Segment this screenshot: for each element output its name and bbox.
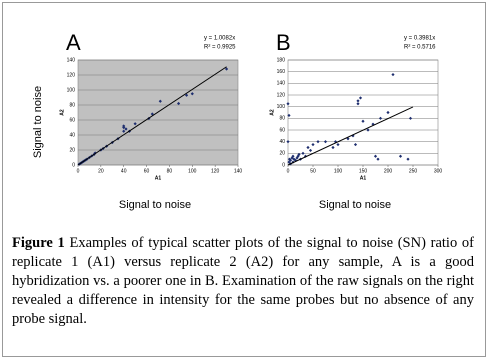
point — [356, 99, 360, 103]
caption-text: Examples of typical scatter plots of the… — [12, 235, 474, 327]
point — [287, 160, 291, 164]
x-tick-label: 0 — [77, 168, 80, 174]
x-tick-label: 60 — [144, 168, 150, 174]
y-axis-label: A2 — [59, 109, 65, 116]
y-tick-label: 40 — [69, 132, 75, 138]
y-tick-label: 0 — [72, 162, 75, 168]
y-tick-label: 100 — [67, 87, 76, 93]
point — [356, 102, 360, 106]
point — [301, 151, 305, 155]
x-axis-title: Signal to noise — [119, 199, 191, 211]
point — [122, 129, 126, 133]
point — [323, 140, 328, 144]
y-tick-label: 40 — [279, 139, 285, 145]
trend-equation: y = 1.0082x — [204, 36, 235, 42]
y-tick-label: 80 — [69, 102, 75, 108]
point — [398, 154, 403, 158]
y-axis-label: A2 — [269, 109, 275, 116]
x-tick-label: 200 — [384, 168, 393, 174]
point — [336, 142, 340, 147]
y-tick-label: 180 — [277, 57, 286, 63]
y-tick-label: 0 — [282, 162, 285, 168]
point — [291, 154, 295, 158]
trend-equation: y = 0.3981x — [404, 36, 435, 42]
point — [308, 148, 313, 153]
x-tick-label: 250 — [409, 168, 418, 174]
y-tick-label: 60 — [69, 117, 75, 123]
y-tick-label: 120 — [67, 72, 76, 78]
figure: Signal to noise Signal to noise Signal t… — [32, 30, 443, 211]
point — [133, 122, 137, 126]
point — [184, 93, 189, 97]
y-tick-label: 20 — [69, 147, 75, 153]
point — [224, 67, 229, 71]
y-tick-label: 160 — [277, 69, 286, 75]
caption: Figure 1 Examples of typical scatter plo… — [12, 234, 474, 329]
point — [122, 124, 126, 128]
y-tick-label: 80 — [279, 116, 285, 122]
trendline — [287, 106, 414, 166]
point — [408, 116, 413, 120]
point — [176, 101, 181, 106]
x-tick-label: 40 — [121, 168, 127, 174]
x-tick-label: 80 — [167, 168, 173, 174]
x-tick-label: 0 — [287, 168, 290, 174]
point — [316, 140, 320, 144]
point — [353, 142, 358, 147]
x-tick-label: 100 — [334, 168, 343, 174]
x-tick-label: 50 — [310, 168, 316, 174]
point — [391, 72, 395, 77]
point — [386, 110, 390, 115]
point — [158, 99, 162, 103]
point — [287, 113, 291, 118]
point — [286, 102, 290, 106]
y-tick-label: 60 — [279, 127, 285, 133]
x-tick-label: 120 — [211, 168, 220, 174]
x-tick-label: 140 — [234, 168, 243, 174]
point — [150, 112, 154, 116]
panel-label: A — [66, 30, 81, 55]
y-tick-label: 100 — [277, 104, 286, 110]
y-tick-label: 120 — [277, 92, 286, 98]
x-tick-label: 100 — [188, 168, 197, 174]
plot-area — [287, 59, 439, 166]
x-axis-label: A1 — [155, 175, 162, 181]
y-tick-label: 20 — [279, 151, 285, 157]
caption-label: Figure 1 — [12, 235, 65, 251]
point — [361, 119, 365, 123]
x-tick-label: 20 — [98, 168, 104, 174]
point — [331, 145, 335, 150]
trend-equation: R² = 0.9925 — [204, 45, 236, 51]
point — [124, 127, 128, 131]
point — [311, 142, 315, 147]
x-axis-label: A1 — [360, 175, 367, 181]
x-tick-label: 300 — [434, 168, 443, 174]
panel-label: B — [276, 30, 291, 55]
point — [297, 152, 301, 157]
y-tick-label: 140 — [67, 57, 76, 63]
point — [378, 116, 383, 120]
point — [376, 157, 380, 161]
point — [288, 158, 293, 162]
point — [373, 154, 378, 158]
y-tick-label: 140 — [277, 81, 286, 87]
y-axis-title: Signal to noise — [32, 86, 44, 158]
point — [358, 96, 363, 100]
trendline — [77, 66, 227, 166]
x-axis-title: Signal to noise — [319, 199, 391, 211]
point — [366, 128, 370, 132]
point — [306, 145, 310, 150]
point — [286, 140, 290, 144]
point — [190, 92, 194, 96]
point — [406, 157, 410, 161]
trend-equation: R² = 0.5716 — [404, 45, 436, 51]
x-tick-label: 150 — [359, 168, 368, 174]
